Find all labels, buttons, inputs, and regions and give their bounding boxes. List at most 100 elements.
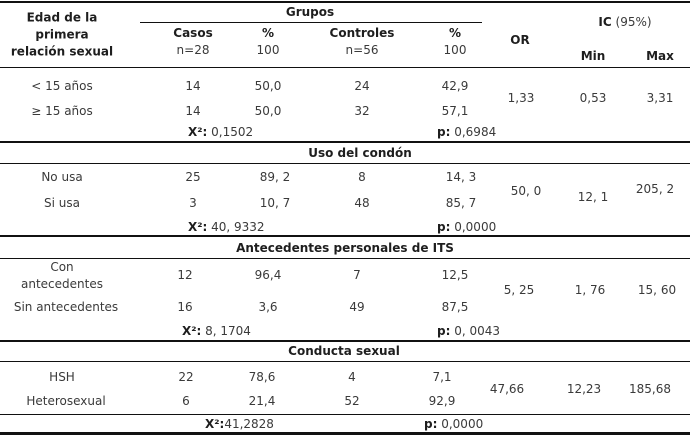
controles-cell: 32 xyxy=(354,104,370,118)
controles-pct-cell: 87,5 xyxy=(441,300,469,314)
casos-cell: 12 xyxy=(177,268,193,282)
section-rule xyxy=(0,340,690,342)
section-title: Uso del condón xyxy=(308,146,412,160)
casos-cell: 25 xyxy=(185,170,201,184)
or-cell: 1,33 xyxy=(507,91,535,105)
section-title-rule xyxy=(0,361,690,362)
row-label: Sin antecedentes xyxy=(13,300,119,314)
casos-cell: 3 xyxy=(189,196,197,210)
casos-cell: 22 xyxy=(178,370,194,384)
controles-pct-cell: 57,1 xyxy=(441,104,469,118)
p-value: p: 0,0000 xyxy=(437,220,496,234)
casos-pct-cell: 78,6 xyxy=(248,370,276,384)
max-header: Max xyxy=(646,49,674,63)
grupos-rule xyxy=(140,22,482,23)
row-label-line: Edad de la xyxy=(26,10,98,25)
controles-n: n=56 xyxy=(345,43,379,57)
controles-header: Controles xyxy=(329,26,395,40)
ic-header: IC (95%) xyxy=(598,15,651,29)
casos-pct-cell: 96,4 xyxy=(254,268,282,282)
casos-pct-header: % xyxy=(261,26,275,40)
row-label: Con antecedentes xyxy=(21,259,103,293)
controles-cell: 4 xyxy=(348,370,356,384)
or-cell: 5, 25 xyxy=(503,283,535,297)
p-value: p: 0,0000 xyxy=(424,417,483,431)
controles-cell: 48 xyxy=(354,196,370,210)
controles-pct-header: % xyxy=(448,26,462,40)
casos-pct-cell: 21,4 xyxy=(248,394,276,408)
row-label-header: Edad de la primera relación sexual xyxy=(11,10,113,61)
min-cell: 12,23 xyxy=(566,382,602,396)
casos-pct-cell: 50,0 xyxy=(254,104,282,118)
table-top-rule xyxy=(0,1,690,3)
p-number: 0,0000 xyxy=(441,417,484,431)
section-title-rule xyxy=(0,163,690,164)
chi-label: X²: xyxy=(205,417,225,431)
chi-label: X²: xyxy=(182,324,202,338)
p-value: p: 0,6984 xyxy=(437,125,496,139)
row-label: No usa xyxy=(41,170,83,184)
casos-n: n=28 xyxy=(176,43,210,57)
chi-value: 40, 9332 xyxy=(207,220,265,234)
controles-pct-cell: 42,9 xyxy=(441,79,469,93)
row-label-line: primera xyxy=(35,27,89,42)
row-label: < 15 años xyxy=(31,79,93,93)
casos-cell: 14 xyxy=(185,79,201,93)
row-label: Si usa xyxy=(44,196,80,210)
stats-rule xyxy=(0,414,690,415)
max-cell: 185,68 xyxy=(629,382,671,396)
casos-cell: 14 xyxy=(185,104,201,118)
or-cell: 47,66 xyxy=(489,382,525,396)
section-title: Antecedentes personales de ITS xyxy=(236,241,454,255)
row-label-line: Con xyxy=(50,260,74,274)
controles-cell: 49 xyxy=(349,300,365,314)
chi-label: X²: xyxy=(188,220,208,234)
controles-cell: 7 xyxy=(353,268,361,282)
max-cell: 205, 2 xyxy=(635,182,675,196)
ic-level: (95%) xyxy=(615,15,652,29)
controles-cell: 52 xyxy=(344,394,360,408)
p-label: p: xyxy=(437,125,451,139)
controles-pct-cell: 92,9 xyxy=(428,394,456,408)
grupos-header: Grupos xyxy=(285,5,335,19)
casos-pct-cell: 10, 7 xyxy=(259,196,291,210)
row-label-line: relación sexual xyxy=(10,44,114,59)
controles-pct-cell: 12,5 xyxy=(441,268,469,282)
chi-square: X²: 40, 9332 xyxy=(188,220,265,234)
p-number: 0, 0043 xyxy=(450,324,501,338)
controles-pct-total: 100 xyxy=(443,43,467,57)
chi-square: X²: 8, 1704 xyxy=(182,324,251,338)
chi-value: 0,1502 xyxy=(211,125,254,139)
controles-pct-cell: 14, 3 xyxy=(445,170,477,184)
chi-label: X²: xyxy=(188,125,208,139)
casos-pct-cell: 3,6 xyxy=(258,300,278,314)
ic-label: IC xyxy=(598,15,612,29)
section-rule xyxy=(0,235,690,237)
row-label: Heterosexual xyxy=(26,394,106,408)
casos-pct-cell: 89, 2 xyxy=(259,170,291,184)
min-header: Min xyxy=(580,49,606,63)
min-cell: 0,53 xyxy=(579,91,607,105)
table-bottom-rule xyxy=(0,432,690,435)
p-value: p: 0, 0043 xyxy=(437,324,500,338)
row-label: ≥ 15 años xyxy=(31,104,93,118)
controles-cell: 24 xyxy=(354,79,370,93)
controles-cell: 8 xyxy=(358,170,366,184)
controles-pct-cell: 7,1 xyxy=(432,370,452,384)
controles-pct-cell: 85, 7 xyxy=(445,196,477,210)
section-title: Conducta sexual xyxy=(288,344,400,358)
p-label: p: xyxy=(437,220,451,234)
chi-square: X²:41,2828 xyxy=(205,417,274,431)
casos-pct-cell: 50,0 xyxy=(254,79,282,93)
section-rule xyxy=(0,141,690,143)
casos-pct-total: 100 xyxy=(256,43,280,57)
row-label: HSH xyxy=(49,370,75,384)
min-cell: 12, 1 xyxy=(577,190,609,204)
chi-square: X²: 0,1502 xyxy=(188,125,253,139)
casos-header: Casos xyxy=(173,26,213,40)
or-cell: 50, 0 xyxy=(510,184,542,198)
p-label: p: xyxy=(424,417,438,431)
casos-cell: 6 xyxy=(182,394,190,408)
min-cell: 1, 76 xyxy=(574,283,606,297)
